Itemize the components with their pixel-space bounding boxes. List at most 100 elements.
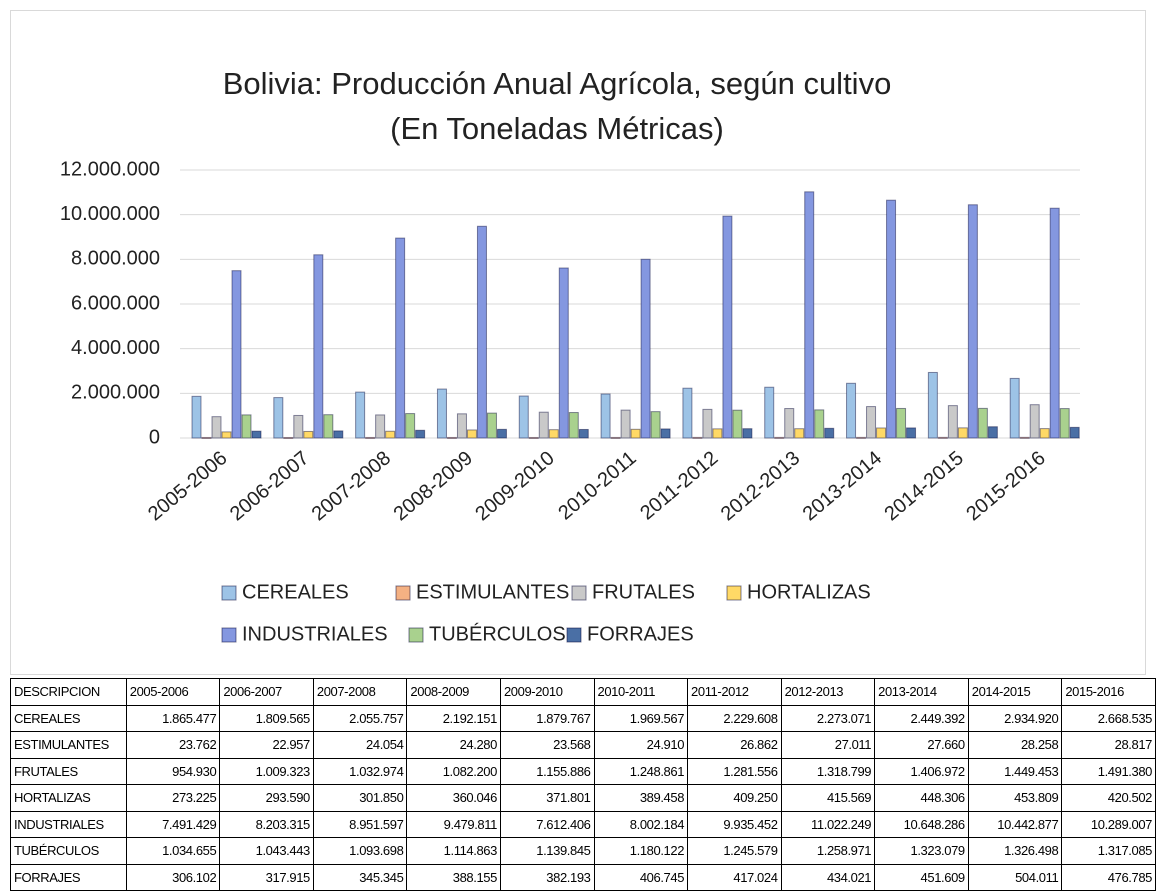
row-label: INDUSTRIALES	[10, 810, 127, 838]
bar	[866, 406, 877, 439]
table-cell: 1.248.861	[593, 757, 689, 785]
table-cell: 7.612.406	[499, 810, 595, 838]
table-cell: 24.280	[406, 731, 501, 759]
table-cell: 1.318.799	[780, 757, 876, 785]
bar	[1049, 207, 1060, 439]
row-label: ESTIMULANTES	[10, 731, 127, 759]
table-cell: 420.502	[1061, 784, 1156, 812]
table-cell: 1.082.200	[406, 757, 501, 785]
bar	[375, 414, 386, 439]
bar	[191, 395, 202, 439]
table-cell: 476.785	[1061, 863, 1156, 891]
y-tick-label: 6.000.000	[71, 292, 160, 314]
table-header: 2011-2012	[687, 678, 782, 706]
bar	[496, 428, 507, 439]
bar	[568, 412, 579, 439]
table-cell: 417.024	[687, 863, 782, 891]
bar	[630, 428, 641, 439]
table-cell: 1.969.567	[593, 704, 689, 732]
legend-label: CEREALES	[242, 581, 349, 603]
bar	[620, 409, 631, 439]
table-cell: 24.054	[312, 731, 408, 759]
bar	[415, 429, 426, 439]
bar	[774, 436, 785, 439]
table-cell: 301.850	[312, 784, 408, 812]
chart-frame	[10, 10, 1146, 675]
table-cell: 8.203.315	[219, 810, 314, 838]
table-cell: 1.281.556	[687, 757, 782, 785]
bar	[548, 429, 559, 439]
table-cell: 1.032.974	[312, 757, 408, 785]
legend-label: HORTALIZAS	[747, 581, 871, 603]
table-cell: 27.011	[780, 731, 876, 759]
bar	[1009, 377, 1020, 439]
table-cell: 1.245.579	[687, 837, 782, 865]
bar	[1029, 404, 1040, 439]
bar	[764, 386, 775, 439]
table-cell: 306.102	[125, 863, 221, 891]
bar	[313, 254, 324, 439]
bar	[333, 430, 344, 439]
table-cell: 8.002.184	[593, 810, 689, 838]
table-cell: 409.250	[687, 784, 782, 812]
table-cell: 10.442.877	[967, 810, 1063, 838]
bar	[221, 431, 232, 439]
table-cell: 371.801	[499, 784, 595, 812]
table-cell: 1.406.972	[874, 757, 969, 785]
bar	[947, 405, 958, 439]
table-cell: 22.957	[219, 731, 314, 759]
table-header: 2007-2008	[312, 678, 408, 706]
bar	[824, 427, 835, 439]
table-cell: 28.817	[1061, 731, 1156, 759]
table-cell: 1.009.323	[219, 757, 314, 785]
table-cell: 9.935.452	[687, 810, 782, 838]
bar	[538, 411, 549, 439]
bar	[640, 258, 651, 439]
bar	[395, 237, 406, 439]
bar	[1019, 436, 1030, 439]
legend-label: FORRAJES	[587, 623, 694, 645]
table-header: 2009-2010	[499, 678, 595, 706]
table-header: 2014-2015	[967, 678, 1063, 706]
table-cell: 451.609	[874, 863, 969, 891]
y-tick-label: 0	[149, 426, 160, 448]
bar	[436, 388, 447, 439]
table-cell: 28.258	[967, 731, 1063, 759]
bar	[937, 436, 948, 439]
bar	[1069, 426, 1080, 439]
bar	[201, 436, 212, 439]
data-table: DESCRIPCION 2005-2006 2006-2007 2007-2008 20…	[10, 678, 1156, 891]
legend-label: INDUSTRIALES	[242, 623, 388, 645]
table-cell: 360.046	[406, 784, 501, 812]
bar	[742, 428, 753, 439]
legend-swatch	[395, 585, 411, 601]
table-cell: 434.021	[780, 863, 876, 891]
table-cell: 1.317.085	[1061, 837, 1156, 865]
table-cell: 2.668.535	[1061, 704, 1156, 732]
table-cell: 317.915	[219, 863, 314, 891]
bar	[365, 436, 376, 439]
bar	[466, 429, 477, 439]
row-label: TUBÉRCULOS	[10, 837, 127, 865]
bar	[1039, 428, 1050, 439]
table-cell: 954.930	[125, 757, 221, 785]
bar	[456, 413, 467, 439]
bar	[405, 413, 416, 439]
table-header: 2012-2013	[780, 678, 876, 706]
bar	[967, 204, 978, 439]
bar	[712, 428, 723, 439]
bar	[600, 393, 611, 439]
table-row: INDUSTRIALES 7.491.429 8.203.315 8.951.597 9…	[10, 810, 1156, 838]
bar	[876, 427, 887, 439]
legend-swatch	[408, 627, 424, 643]
table-row: TUBÉRCULOS 1.034.655 1.043.443 1.093.698 1.1…	[10, 837, 1156, 865]
bar	[814, 409, 825, 439]
legend-swatch	[726, 585, 742, 601]
table-cell: 1.139.845	[499, 837, 595, 865]
table-cell: 415.569	[780, 784, 876, 812]
table-cell: 2.055.757	[312, 704, 408, 732]
legend-label: TUBÉRCULOS	[429, 622, 566, 645]
table-cell: 9.479.811	[406, 810, 501, 838]
bar	[846, 382, 857, 439]
table-cell: 1.043.443	[219, 837, 314, 865]
